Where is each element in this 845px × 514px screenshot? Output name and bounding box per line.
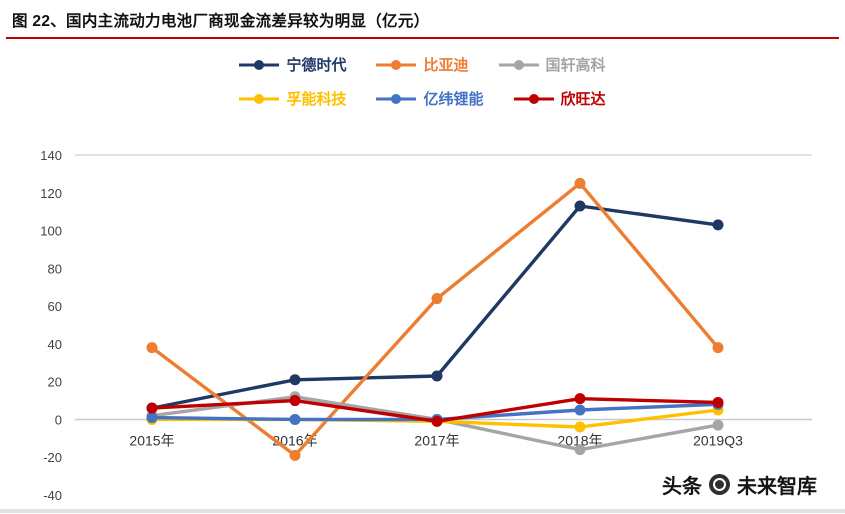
y-tick-label: 0 (55, 412, 62, 427)
series-point-2-4 (712, 419, 724, 431)
legend-label: 孚能科技 (286, 91, 347, 108)
series-point-1-2 (431, 293, 443, 305)
y-tick-label: 120 (40, 186, 62, 201)
series-point-0-1 (289, 374, 301, 386)
legend-label: 国轩高科 (545, 57, 606, 74)
legend-marker-icon (239, 59, 280, 70)
legend-marker-icon (376, 93, 417, 104)
x-axis-label: 2017年 (414, 432, 459, 448)
series-point-4-1 (289, 413, 301, 425)
x-axis-label: 2019Q3 (693, 432, 743, 448)
x-axis-label: 2018年 (557, 432, 602, 448)
legend-marker-icon (498, 59, 539, 70)
series-point-5-2 (431, 415, 443, 427)
series-point-2-3 (574, 444, 586, 456)
figure-header: 图 22、国内主流动力电池厂商现金流差异较为明显（亿元） (6, 0, 839, 39)
y-tick-label: 80 (48, 261, 62, 276)
x-axis-label: 2015年 (129, 432, 174, 448)
watermark: 头条 未来智库 (662, 470, 817, 499)
watermark-brand: 头条 (662, 476, 702, 498)
chart-legend: 宁德时代 比亚迪 国轩高科孚能科技 亿纬锂能 欣旺达 (203, 54, 643, 109)
legend-label: 宁德时代 (286, 57, 347, 74)
legend-item-1: 比亚迪 (376, 54, 469, 75)
series-point-1-3 (574, 177, 586, 189)
y-tick-label: 140 (40, 148, 62, 163)
y-tick-label: 100 (40, 224, 62, 239)
series-point-1-0 (146, 342, 158, 354)
figure-title: 图 22、国内主流动力电池厂商现金流差异较为明显（亿元） (12, 13, 430, 30)
series-point-5-4 (712, 396, 724, 408)
series-point-0-2 (431, 370, 443, 382)
series-point-1-4 (712, 342, 724, 354)
legend-label: 欣旺达 (560, 91, 606, 108)
legend-item-5: 欣旺达 (513, 88, 606, 109)
y-tick-label: 20 (48, 375, 62, 390)
series-point-3-3 (574, 421, 586, 433)
series-point-5-1 (289, 395, 301, 407)
series-point-5-3 (574, 393, 586, 405)
legend-marker-icon (376, 59, 417, 70)
legend-item-2: 国轩高科 (498, 54, 606, 75)
legend-label: 亿纬锂能 (423, 91, 484, 108)
legend-label: 比亚迪 (423, 57, 469, 74)
page-divider (0, 509, 845, 513)
y-tick-label: 60 (48, 299, 62, 314)
legend-item-0: 宁德时代 (239, 54, 346, 75)
x-axis-label: 2016年 (272, 432, 317, 448)
watermark-account: 未来智库 (737, 476, 817, 498)
legend-item-4: 亿纬锂能 (376, 88, 484, 109)
y-tick-label: -20 (43, 450, 62, 465)
legend-marker-icon (513, 93, 554, 104)
series-point-1-1 (289, 449, 301, 461)
legend-item-3: 孚能科技 (239, 88, 346, 109)
y-tick-label: -40 (43, 488, 62, 503)
toutiao-logo-icon (709, 474, 730, 495)
series-point-0-4 (712, 219, 724, 231)
legend-marker-icon (239, 93, 280, 104)
y-tick-label: 40 (48, 337, 62, 352)
series-point-4-3 (574, 404, 586, 416)
series-point-5-0 (146, 402, 158, 414)
series-point-4-0 (146, 412, 158, 424)
line-chart: 140 120 100 80 60 40 20 0 -20 -40 2015年 2016年 2017年 2… (40, 148, 812, 503)
series-point-0-3 (574, 200, 586, 212)
